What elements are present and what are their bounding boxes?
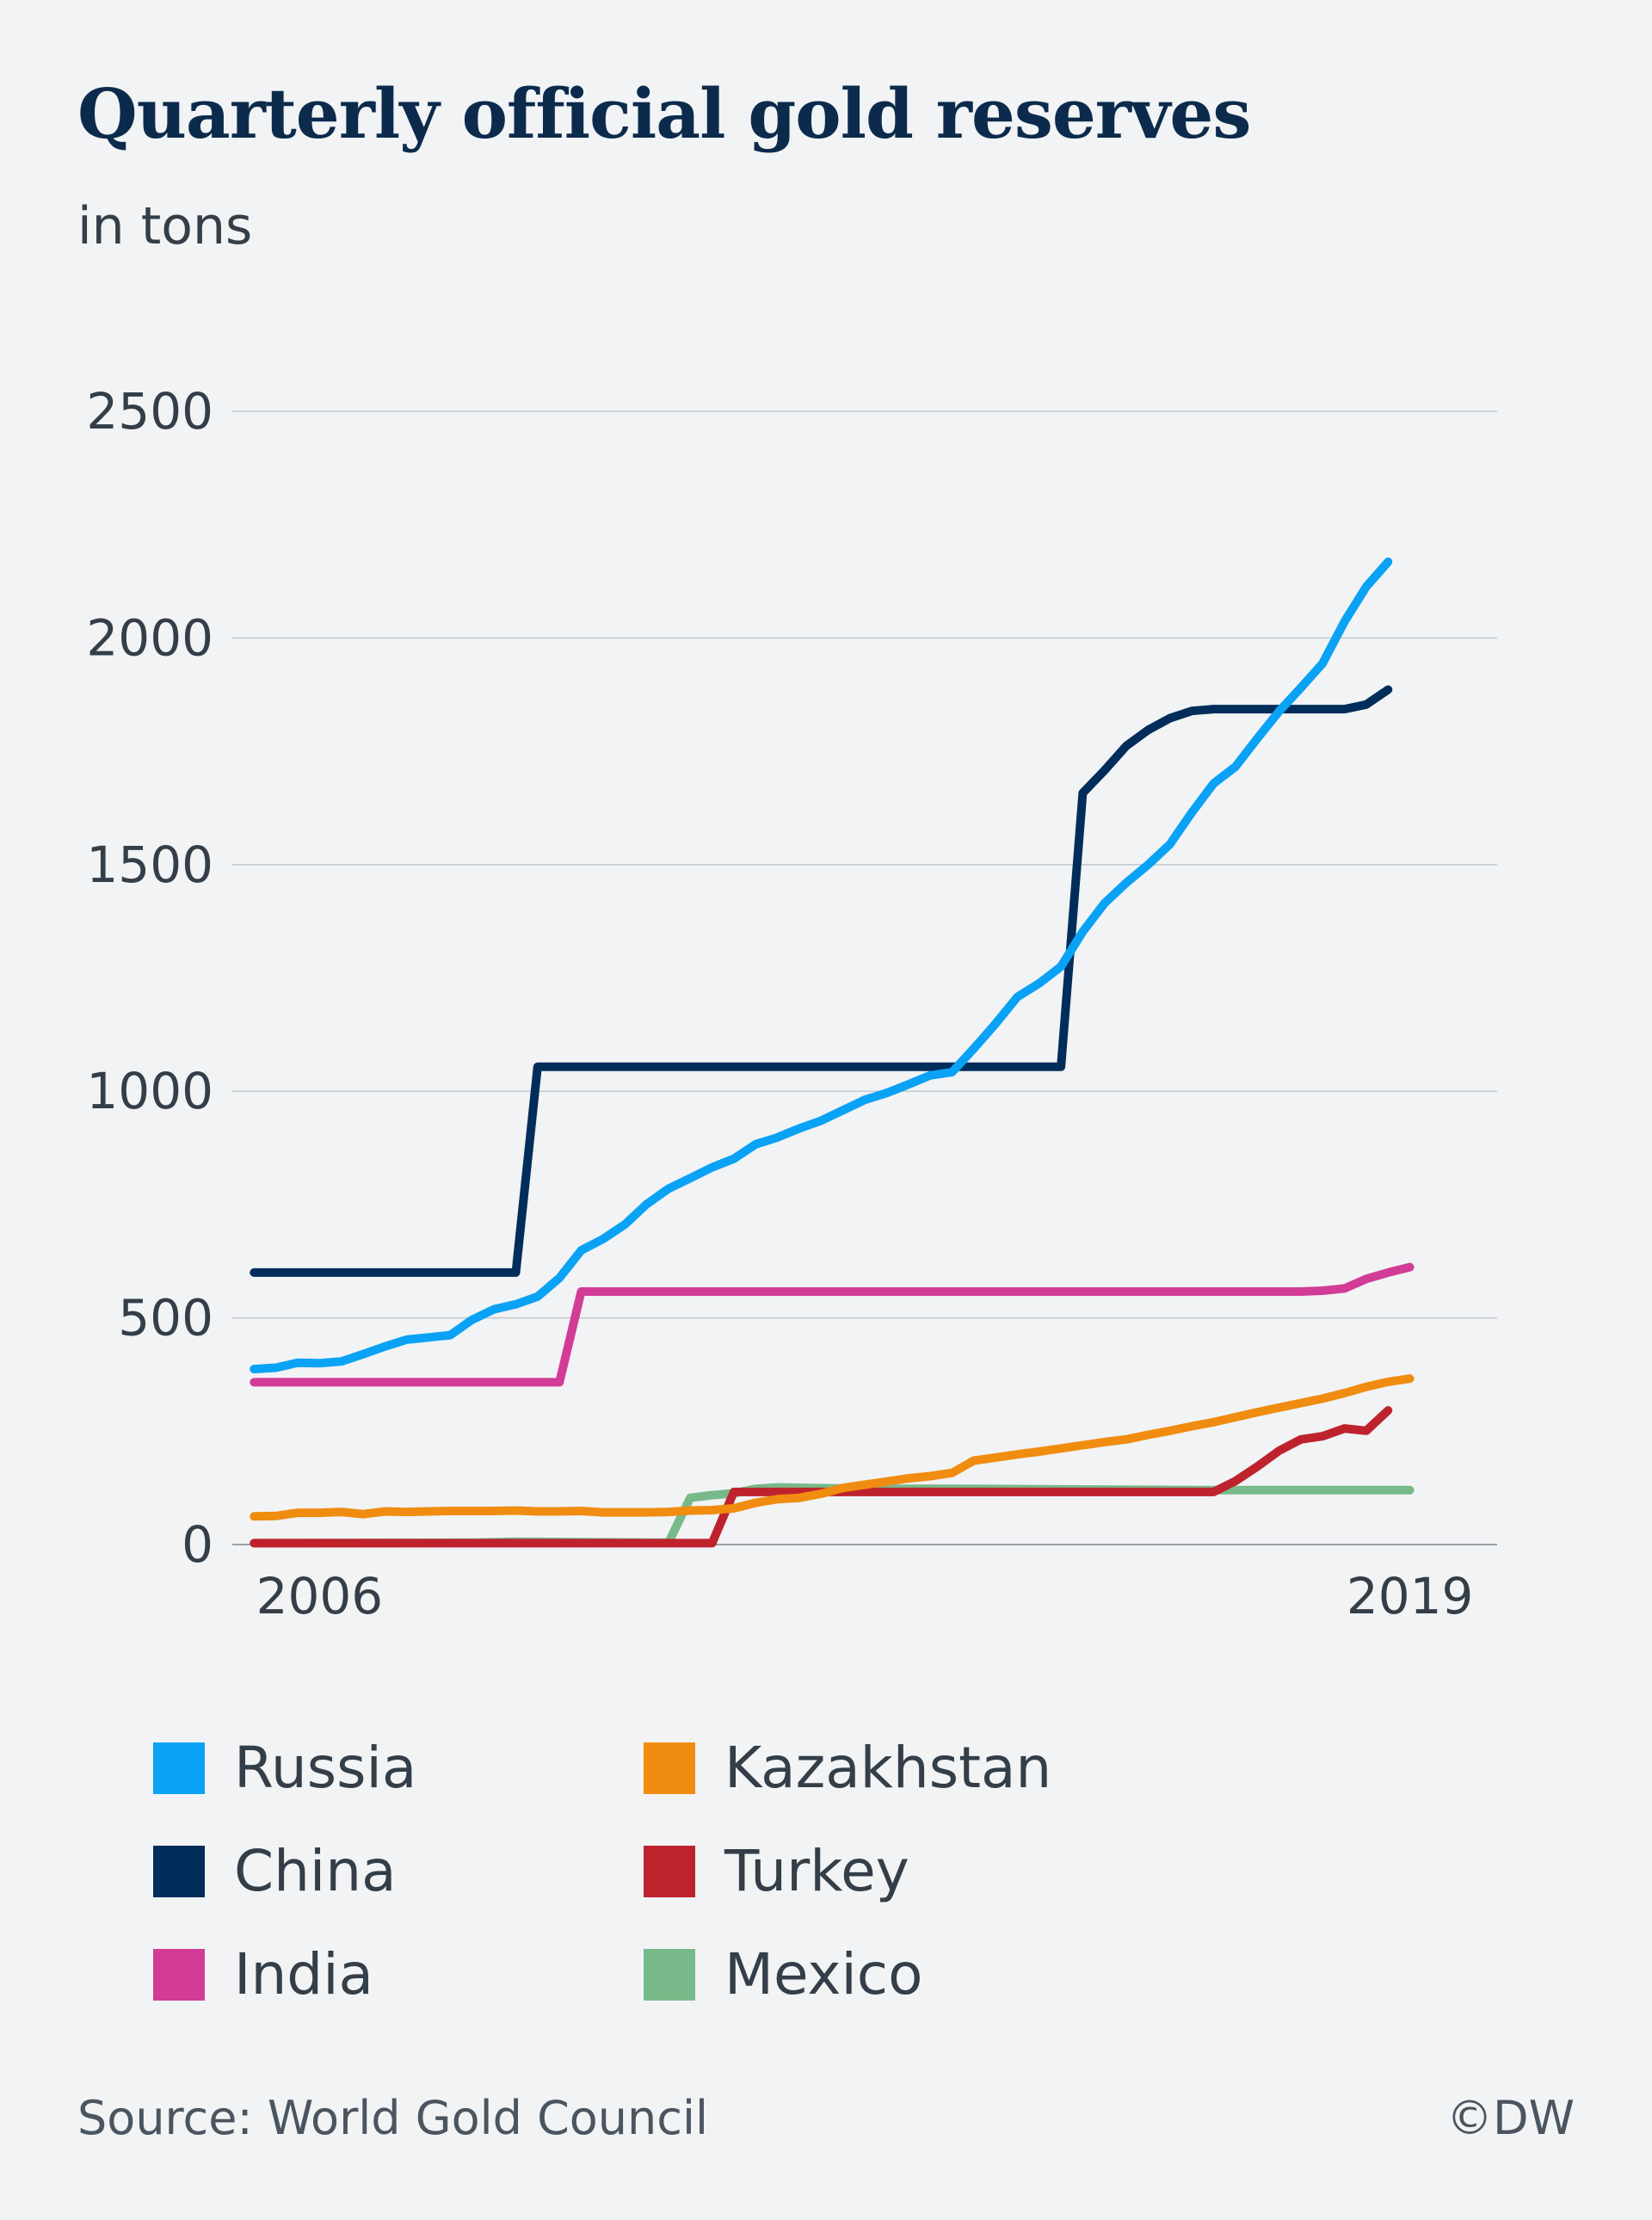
x-tick-label: 2006: [256, 1567, 384, 1625]
source-note: Source: World Gold Council: [77, 2091, 708, 2145]
legend-swatch: [644, 1949, 695, 2001]
y-tick-label: 2000: [86, 608, 213, 667]
y-tick-label: 0: [182, 1515, 213, 1574]
chart-subtitle: in tons: [77, 196, 253, 256]
legend-label: India: [234, 1941, 373, 2007]
copyright-note: ©DW: [1446, 2091, 1575, 2145]
x-tick-label: 2019: [1347, 1567, 1474, 1625]
gridlines: [232, 410, 1497, 1545]
legend-item-china: China: [153, 1820, 644, 1923]
legend-swatch: [644, 1846, 695, 1897]
legend-item-turkey: Turkey: [644, 1820, 1100, 1923]
legend-label: Russia: [234, 1735, 417, 1801]
legend-swatch: [153, 1846, 205, 1897]
series-line-kazakhstan: [250, 1374, 1415, 1521]
legend-swatch: [153, 1742, 205, 1794]
series-line-india: [250, 1262, 1415, 1387]
series-line-turkey: [250, 1406, 1393, 1548]
y-axis-ticks: 0 500 1000 1500 2000 2500: [86, 382, 213, 1574]
legend-label: Mexico: [724, 1941, 923, 2007]
legend-item-russia: Russia: [153, 1717, 644, 1820]
legend-item-kazakhstan: Kazakhstan: [644, 1717, 1100, 1820]
y-tick-label: 2500: [86, 382, 213, 441]
legend-label: Turkey: [724, 1838, 909, 1904]
legend-label: Kazakhstan: [724, 1735, 1052, 1801]
x-axis-ticks: 2006 2019: [256, 1567, 1474, 1625]
series-line-russia: [250, 557, 1393, 1374]
series-line-china: [250, 685, 1393, 1277]
chart-title: Quarterly official gold reserves: [77, 73, 1251, 154]
y-tick-label: 1500: [86, 836, 213, 894]
legend-label: China: [234, 1838, 397, 1904]
legend-swatch: [153, 1949, 205, 2001]
legend-item-mexico: Mexico: [644, 1923, 1100, 2026]
y-tick-label: 500: [118, 1289, 213, 1347]
y-tick-label: 1000: [86, 1062, 213, 1120]
legend: Russia Kazakhstan China Turkey India Mexico: [153, 1717, 1100, 2026]
legend-item-india: India: [153, 1923, 644, 2026]
series-lines: [250, 557, 1415, 1548]
legend-swatch: [644, 1742, 695, 1794]
